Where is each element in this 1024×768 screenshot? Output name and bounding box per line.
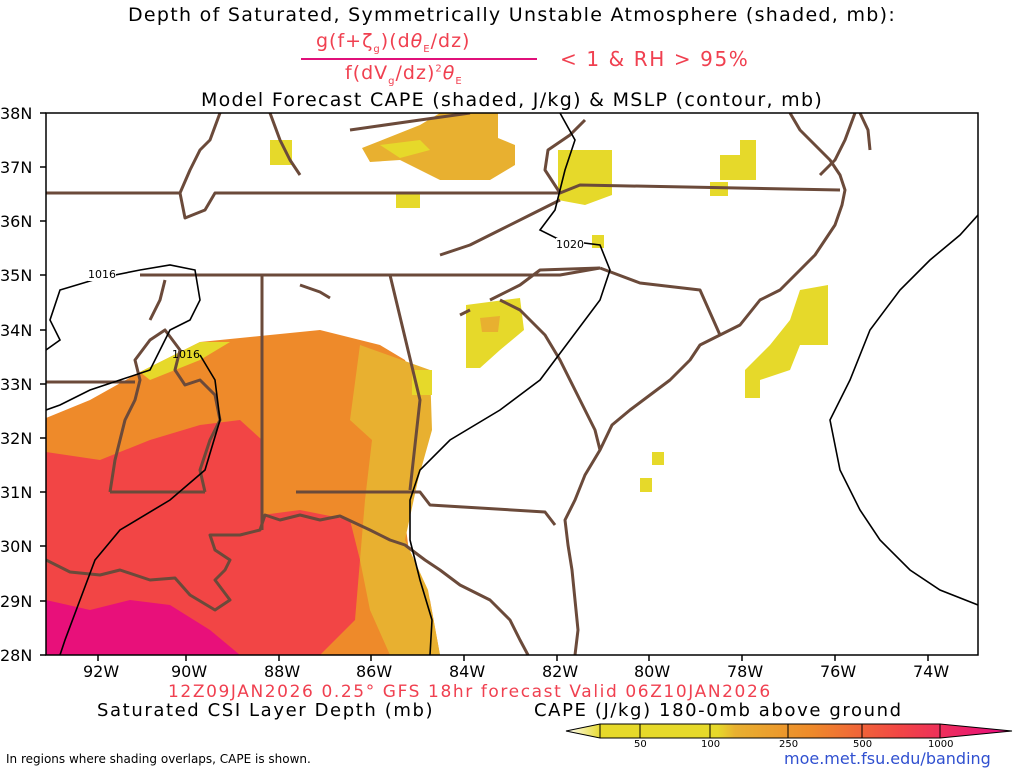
colorbar-tick: 50	[634, 739, 647, 750]
lon-label: 90W	[171, 662, 208, 681]
isobar-label: 1020	[556, 238, 584, 251]
csi-patch-carolina-coast	[745, 285, 828, 398]
lat-label: 29N	[0, 592, 33, 611]
lon-label: 74W	[913, 662, 950, 681]
lat-label: 28N	[0, 646, 33, 665]
lon-label: 86W	[356, 662, 393, 681]
lat-label: 37N	[0, 158, 33, 177]
lat-label: 35N	[0, 266, 33, 285]
cape-patch-kentucky	[362, 113, 515, 180]
colorbar-tick: 100	[701, 739, 721, 750]
source-url[interactable]: moe.met.fsu.edu/banding	[784, 749, 991, 768]
lat-label: 33N	[0, 375, 33, 394]
colorbar-tick: 500	[853, 739, 873, 750]
cape-1000-region	[46, 600, 240, 655]
lat-label: 30N	[0, 537, 33, 556]
isobar-label: 1016	[172, 348, 200, 361]
axis-ticks	[40, 112, 929, 661]
mslp-isobars	[46, 113, 978, 655]
cape-500-region	[46, 420, 360, 655]
lon-label: 80W	[634, 662, 671, 681]
cape-label: CAPE (J/kg) 180-0mb above ground	[534, 700, 903, 721]
lon-label: 92W	[83, 662, 120, 681]
isobar-label: 1016	[88, 268, 116, 281]
fraction-numerator: g(f+ζg)(dθE/dz)	[316, 30, 471, 55]
lat-label: 32N	[0, 429, 33, 448]
csi-patch-georgia	[466, 298, 524, 368]
colorbar-tick: 1000	[928, 739, 954, 750]
title-line-3: Model Forecast CAPE (shaded, J/kg) & MSL…	[200, 89, 824, 111]
political-borders	[46, 113, 872, 655]
lat-label: 31N	[0, 483, 33, 502]
condition-text: < 1 & RH > 95%	[560, 47, 750, 71]
csi-label: Saturated CSI Layer Depth (mb)	[97, 700, 435, 721]
title-line-1: Depth of Saturated, Symmetrically Unstab…	[127, 4, 897, 26]
lon-label: 76W	[820, 662, 857, 681]
valid-time-text: 12Z09JAN2026 0.25° GFS 18hr forecast Val…	[168, 682, 772, 702]
lon-label: 88W	[264, 662, 301, 681]
colorbar-tick: 250	[779, 739, 799, 750]
cape-colorbar	[565, 723, 1013, 739]
fraction-bar	[301, 58, 537, 60]
cape-50-fringe	[140, 342, 230, 380]
lon-label: 84W	[449, 662, 486, 681]
lat-label: 34N	[0, 321, 33, 340]
fraction-denominator: f(dVg/dz)2θE	[345, 62, 463, 87]
lon-label: 78W	[727, 662, 764, 681]
lon-label: 82W	[542, 662, 579, 681]
csi-patch-virginia	[558, 150, 612, 205]
overlap-note: In regions where shading overlaps, CAPE …	[6, 752, 311, 766]
cape-shading	[46, 113, 828, 655]
lat-label: 36N	[0, 212, 33, 231]
lat-label: 38N	[0, 104, 33, 123]
